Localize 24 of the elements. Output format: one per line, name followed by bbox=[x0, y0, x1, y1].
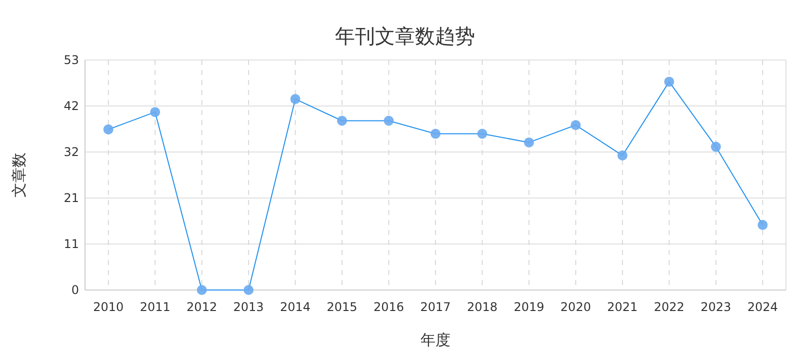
x-tick-label: 2015 bbox=[326, 300, 358, 314]
y-tick-label: 32 bbox=[64, 145, 79, 159]
chart-title: 年刊文章数趋势 bbox=[335, 24, 475, 48]
x-axis-title: 年度 bbox=[420, 331, 450, 349]
x-tick-label: 2011 bbox=[140, 300, 170, 314]
y-tick-label: 11 bbox=[64, 237, 79, 251]
x-tick-label: 2020 bbox=[560, 300, 591, 314]
x-tick-label: 2023 bbox=[700, 300, 732, 314]
x-tick-label: 2016 bbox=[373, 300, 404, 314]
x-tick-label: 2018 bbox=[466, 300, 498, 314]
x-tick-label: 2022 bbox=[654, 300, 684, 314]
y-tick-label: 42 bbox=[64, 99, 79, 113]
x-tick-label: 2024 bbox=[747, 300, 778, 314]
x-tick-label: 2017 bbox=[420, 300, 451, 314]
x-tick-label: 2010 bbox=[93, 300, 124, 314]
y-tick-label: 53 bbox=[64, 53, 79, 67]
x-tick-label: 2019 bbox=[514, 300, 544, 314]
y-axis-title: 文章数 bbox=[10, 152, 28, 198]
y-tick-label: 21 bbox=[64, 191, 79, 205]
x-tick-label: 2021 bbox=[607, 300, 638, 314]
x-tick-label: 2013 bbox=[233, 300, 264, 314]
x-tick-label: 2014 bbox=[280, 300, 311, 314]
y-tick-label: 0 bbox=[71, 283, 79, 297]
x-tick-label: 2012 bbox=[186, 300, 218, 314]
